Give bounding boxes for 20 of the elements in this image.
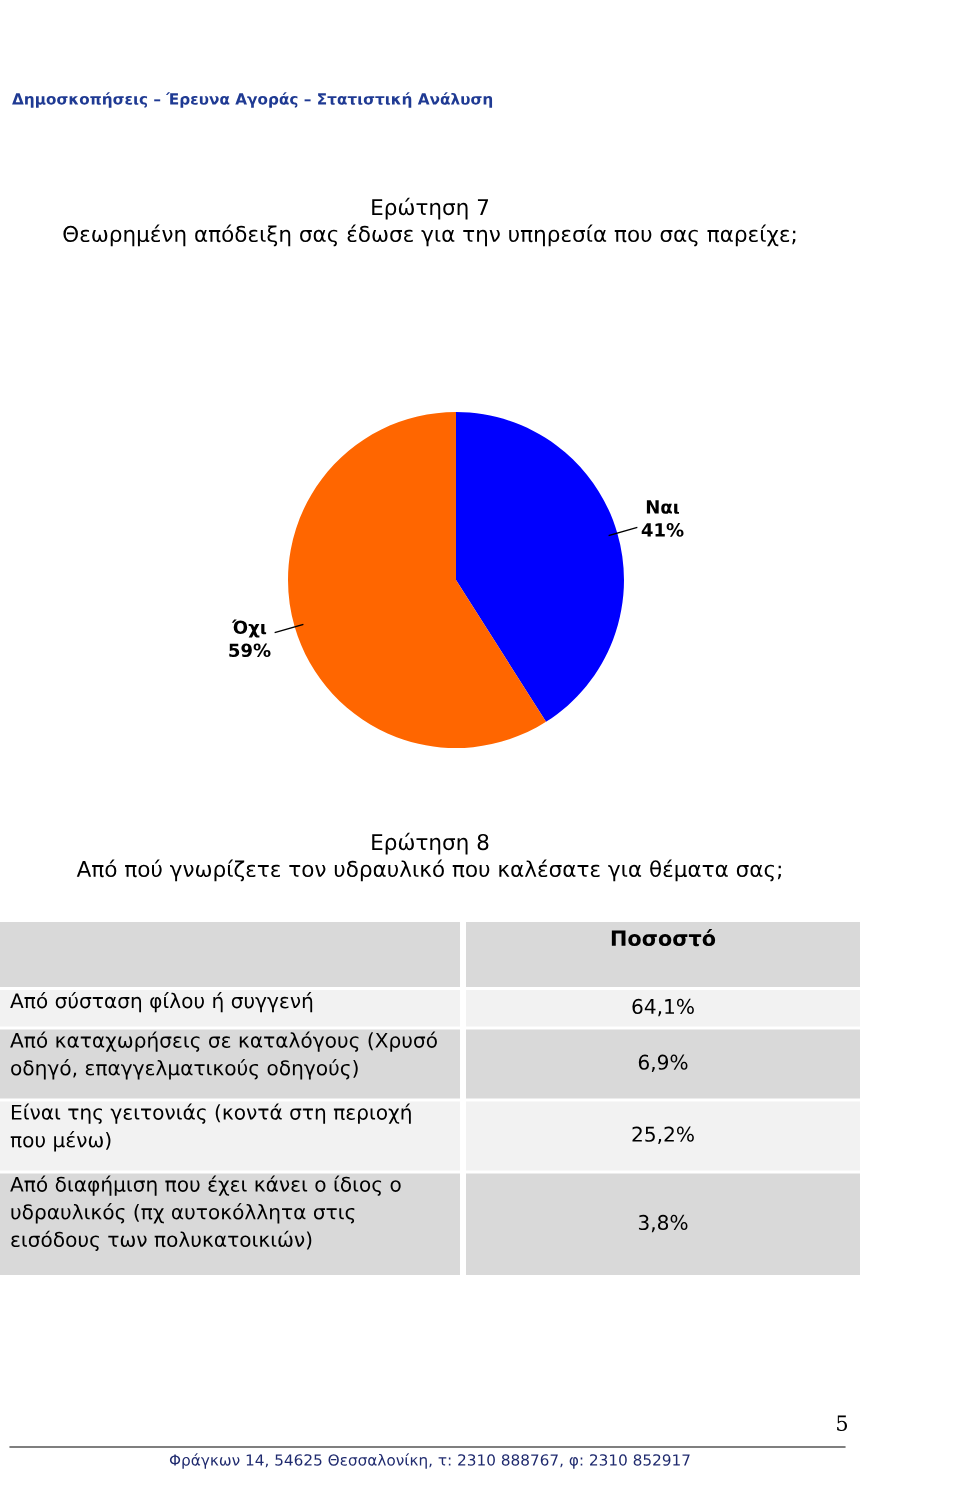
pie-slice — [456, 412, 624, 722]
data-label: 59% — [229, 643, 271, 658]
text: Δημοσκοπήσεις – Έρευνα Αγοράς – Στατιστική Ανάλυση — [12, 92, 493, 108]
text: 25,2% — [632, 1126, 694, 1144]
text: 64,1% — [632, 998, 694, 1017]
slice-label: Όχι — [231, 619, 267, 638]
data-label: 41% — [641, 523, 684, 537]
text: 3,8% — [638, 1214, 688, 1233]
text: 5 — [837, 1415, 848, 1432]
text: Ποσοστό — [611, 929, 716, 947]
category-label: Από καταχωρήσεις σε καταλόγους (Χρυσό οδηγό, επαγγελματικούς οδηγούς) — [10, 1031, 437, 1080]
category-label: Είναι της γειτονιάς (κοντά στη περιοχή που μένω) — [10, 1103, 411, 1152]
text: 6,9% — [638, 1054, 688, 1072]
text: Ερώτηση 8 Από πού γνωρίζετε τον υδραυλικό που καλέσατε για θέματα σας; — [76, 832, 781, 882]
text: Φράγκων 14, 54625 Θεσσαλονίκη, τ: 2310 888767, φ: 2310 852917 — [169, 1453, 690, 1469]
category-label: Από σύσταση φίλου ή συγγενή — [10, 992, 313, 1013]
slice-label: Ναι — [646, 500, 680, 514]
chart-title: Ερώτηση 7 Θεωρημένη απόδειξη σας έδωσε για την υπηρεσία που σας παρείχε; — [63, 197, 796, 247]
pie-slice — [288, 412, 547, 748]
category-label: Από διαφήμιση που έχει κάνει ο ίδιος ο υδραυλικός (πχ αυτοκόλλητα στις εισόδους των πολυκατοικιών) — [10, 1175, 401, 1252]
